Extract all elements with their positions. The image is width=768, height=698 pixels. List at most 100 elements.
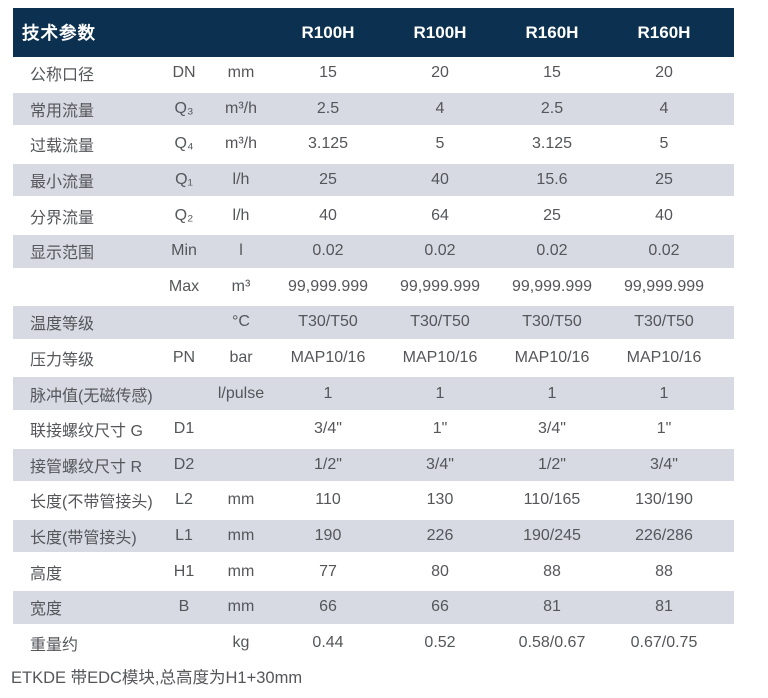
row-label: 宽度 xyxy=(30,601,63,619)
row-value-1: 3.125 xyxy=(307,135,349,153)
row-label: 接管螺纹尺寸 R xyxy=(30,458,143,476)
row-value-1: T30/T50 xyxy=(298,313,358,331)
row-value-3: 1/2" xyxy=(538,455,566,473)
row-unit: bar xyxy=(229,349,253,367)
row-value-4: 0.02 xyxy=(648,242,680,260)
row-symbol: DN xyxy=(172,64,196,82)
row-value-4: 0.67/0.75 xyxy=(630,633,698,651)
row-value-3: 1 xyxy=(547,384,557,402)
row-value-1: 77 xyxy=(319,562,337,580)
row-value-3: 99,999.999 xyxy=(511,277,593,295)
row-symbol: D1 xyxy=(173,420,195,438)
row-symbol: Q₃ xyxy=(174,99,194,117)
row-value-4: 1" xyxy=(656,420,672,438)
row-unit: l/pulse xyxy=(217,384,265,402)
row-value-4: 88 xyxy=(655,562,673,580)
row-label: 常用流量 xyxy=(30,102,95,120)
row-symbol: PN xyxy=(172,349,196,367)
row-value-3: 3/4" xyxy=(538,420,566,438)
row-unit: l/h xyxy=(232,171,250,189)
row-value-2: 80 xyxy=(431,562,449,580)
row-value-3: 0.02 xyxy=(536,242,568,260)
row-label: 最小流量 xyxy=(30,174,95,192)
table-row: 公称口径 DN mm 15 20 15 20 xyxy=(13,57,734,93)
row-value-3: 25 xyxy=(543,206,561,224)
table-row: 接管螺纹尺寸 R D2 1/2" 3/4" 1/2" 3/4" xyxy=(13,448,734,485)
row-label: 公称口径 xyxy=(30,67,95,85)
row-unit: mm xyxy=(227,64,255,82)
row-symbol: Q₁ xyxy=(175,171,193,189)
row-value-1: 110 xyxy=(315,491,341,509)
row-label: 压力等级 xyxy=(30,352,95,370)
row-symbol: L2 xyxy=(175,491,193,509)
table-row: 联接螺纹尺寸 G D1 3/4" 1" 3/4" 1" xyxy=(13,412,734,449)
row-value-2: 4 xyxy=(435,99,445,117)
table-title: 技术参数 xyxy=(22,23,96,43)
table-row: 压力等级 PN bar MAP10/16 MAP10/16 MAP10/16 M… xyxy=(13,341,734,378)
row-value-1: 99,999.999 xyxy=(287,277,369,295)
row-value-4: 99,999.999 xyxy=(623,277,705,295)
table-row: 长度(带管接头) L1 mm 190 226 190/245 226/286 xyxy=(13,519,734,556)
row-symbol: Q₂ xyxy=(174,206,194,224)
row-value-4: 25 xyxy=(655,171,673,189)
row-value-2: 1 xyxy=(435,384,445,402)
row-value-2: 3/4" xyxy=(426,455,454,473)
row-value-1: 15 xyxy=(319,64,337,82)
row-value-1: 66 xyxy=(319,598,337,616)
row-unit: kg xyxy=(232,633,250,651)
row-value-3: 190/245 xyxy=(523,527,581,545)
row-value-2: 66 xyxy=(431,598,449,616)
row-value-1: 0.44 xyxy=(312,633,344,651)
row-value-3: 2.5 xyxy=(540,99,564,117)
row-value-2: 5 xyxy=(435,135,445,153)
row-unit: l/h xyxy=(232,206,250,224)
row-label: 分界流量 xyxy=(30,209,95,227)
row-symbol: H1 xyxy=(173,562,195,580)
row-value-2: 20 xyxy=(431,64,449,82)
row-symbol: Min xyxy=(171,242,197,260)
row-unit: mm xyxy=(227,491,255,509)
table-row: 过载流量 Q₄ m³/h 3.125 5 3.125 5 xyxy=(13,128,734,164)
row-value-1: 1 xyxy=(323,384,333,402)
row-value-1: MAP10/16 xyxy=(290,349,366,367)
row-symbol: D2 xyxy=(173,455,195,473)
row-value-2: MAP10/16 xyxy=(402,349,478,367)
row-value-4: 130/190 xyxy=(635,491,693,509)
row-value-3: T30/T50 xyxy=(522,313,582,331)
row-value-4: MAP10/16 xyxy=(626,349,702,367)
row-value-4: 20 xyxy=(655,64,673,82)
row-unit: mm xyxy=(227,527,255,545)
row-value-1: 2.5 xyxy=(316,99,340,117)
row-value-4: 81 xyxy=(655,598,673,616)
technical-parameters-table: 技术参数 R100H R100H R160H R160H 公称口径 DN mm … xyxy=(13,8,734,663)
row-unit: l xyxy=(239,242,243,260)
row-value-1: 40 xyxy=(319,206,337,224)
row-symbol: B xyxy=(178,598,190,616)
column-header-model-1: R100H xyxy=(301,22,355,42)
row-value-3: 81 xyxy=(543,598,561,616)
row-value-1: 0.02 xyxy=(312,242,344,260)
row-symbol: Q₄ xyxy=(174,135,194,153)
table-row: 长度(不带管接头) L2 mm 110 130 110/165 130/190 xyxy=(13,484,734,520)
column-header-model-2: R100H xyxy=(413,22,467,42)
row-value-2: 64 xyxy=(431,206,449,224)
row-label: 脉冲值(无磁传感) xyxy=(30,387,153,405)
table-row: 显示范围 Min l 0.02 0.02 0.02 0.02 xyxy=(13,234,734,271)
row-value-3: 88 xyxy=(543,562,561,580)
table-row: 高度 H1 mm 77 80 88 88 xyxy=(13,555,734,591)
row-value-1: 1/2" xyxy=(314,455,342,473)
row-value-2: 40 xyxy=(431,171,449,189)
row-label: 温度等级 xyxy=(30,316,95,334)
footnote: ETKDE 带EDC模块,总高度为H1+30mm xyxy=(11,669,303,687)
column-header-model-3: R160H xyxy=(525,22,579,42)
table-row: 分界流量 Q₂ l/h 40 64 25 40 xyxy=(13,199,734,235)
row-value-1: 25 xyxy=(319,171,337,189)
row-value-4: 4 xyxy=(659,99,669,117)
row-unit: m³ xyxy=(231,277,251,295)
row-value-3: 15.6 xyxy=(536,171,568,189)
row-label: 联接螺纹尺寸 G xyxy=(30,423,143,441)
table-row: Max m³ 99,999.999 99,999.999 99,999.999 … xyxy=(13,270,734,307)
row-value-3: 0.58/0.67 xyxy=(518,633,586,651)
table-row: 脉冲值(无磁传感) l/pulse 1 1 1 1 xyxy=(13,377,734,413)
row-symbol: L1 xyxy=(175,527,193,545)
